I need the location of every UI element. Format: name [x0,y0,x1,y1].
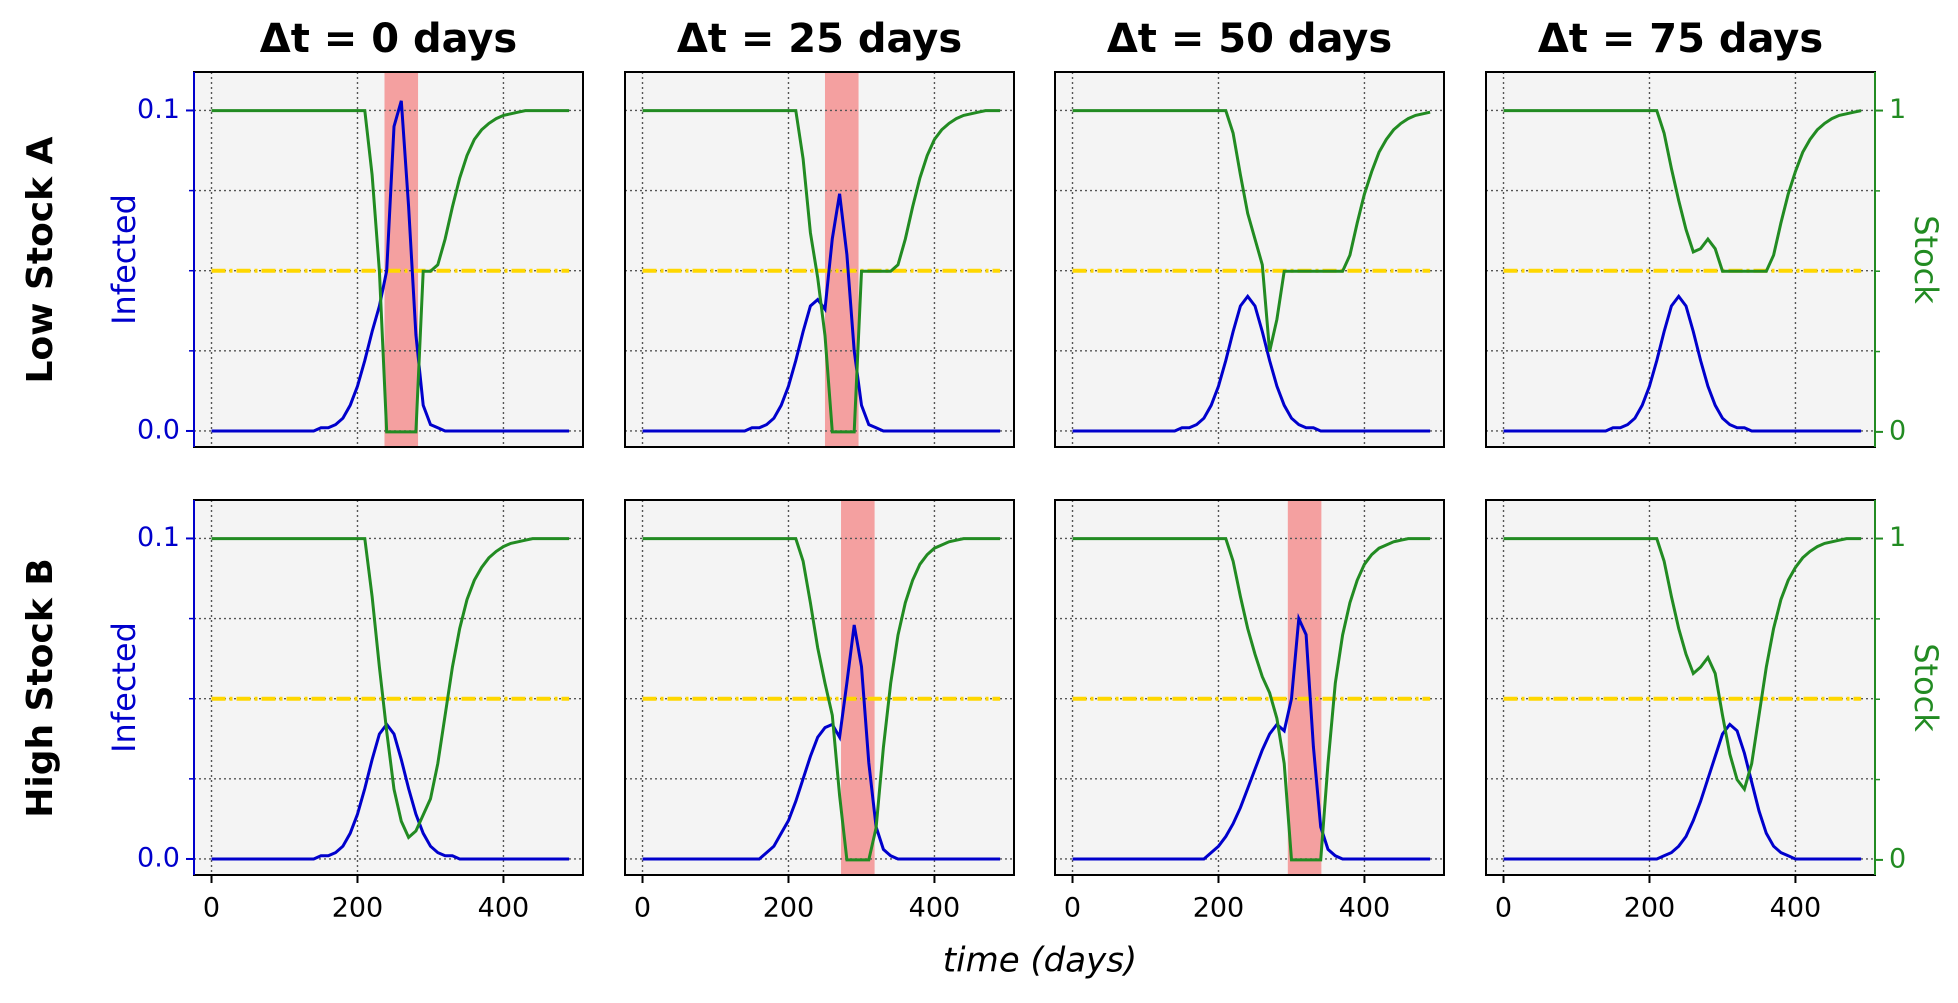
y-tick-label: 0.0 [137,414,180,445]
series-line [1072,612,1431,861]
series-line [642,537,1001,862]
plot-frame [1054,71,1445,448]
plot-area [625,72,1014,447]
x-tick-label: 400 [478,893,530,924]
x-tick-label: 0 [203,893,220,924]
x-tick-label: 400 [1339,893,1391,924]
series-line [642,109,1001,434]
series-line [1072,537,1431,862]
x-tick-label: 200 [332,893,384,924]
series-line [642,624,1001,861]
row-label: High Stock B [20,558,61,818]
plot-area [1486,72,1875,447]
row-label: Low Stock A [20,136,61,383]
plot-area [625,500,1014,875]
series-line [1072,109,1431,352]
y2-tick-label: 1 [1889,94,1906,125]
series-line [1503,109,1862,273]
subplot-title: Δt = 50 days [1107,16,1392,62]
y2-axis-label: Stock [1907,215,1945,304]
x-tick-label: 0 [1064,893,1081,924]
y-axis-label: Infected [105,194,143,325]
y2-tick-label: 0 [1889,843,1906,874]
subplot-title: Δt = 25 days [677,16,962,62]
y-axis-label: Infected [105,622,143,753]
y-tick-label: 0.1 [137,94,180,125]
series-line [211,109,570,434]
x-tick-label: 400 [1770,893,1822,924]
x-tick-label: 200 [763,893,815,924]
y2-tick-label: 0 [1889,415,1906,446]
plot-area [1055,500,1444,875]
series-line [1503,293,1862,433]
series-line [1072,293,1431,433]
x-tick-label: 0 [1495,893,1512,924]
series-line [1503,722,1862,861]
y-tick-label: 0.1 [137,522,180,553]
x-tick-label: 200 [1193,893,1245,924]
plot-frame [1054,499,1445,876]
series-line [211,537,570,840]
x-tick-label: 200 [1624,893,1676,924]
series-line [211,721,570,861]
x-tick-label: 400 [909,893,961,924]
y-tick-label: 0.0 [137,842,180,873]
plot-frame [624,71,1015,448]
x-tick-label: 0 [634,893,651,924]
plot-area [1055,72,1444,447]
series-line [1503,537,1862,793]
series-line [211,100,570,433]
y2-tick-label: 1 [1889,522,1906,553]
plot-area [194,500,583,875]
subplot-title: Δt = 75 days [1538,16,1823,62]
plot-area [1486,500,1875,875]
plot-frame [624,499,1015,876]
subplot-title: Δt = 0 days [260,16,517,62]
y2-axis-label: Stock [1907,643,1945,732]
x-axis-label: time (days) [943,941,1137,981]
